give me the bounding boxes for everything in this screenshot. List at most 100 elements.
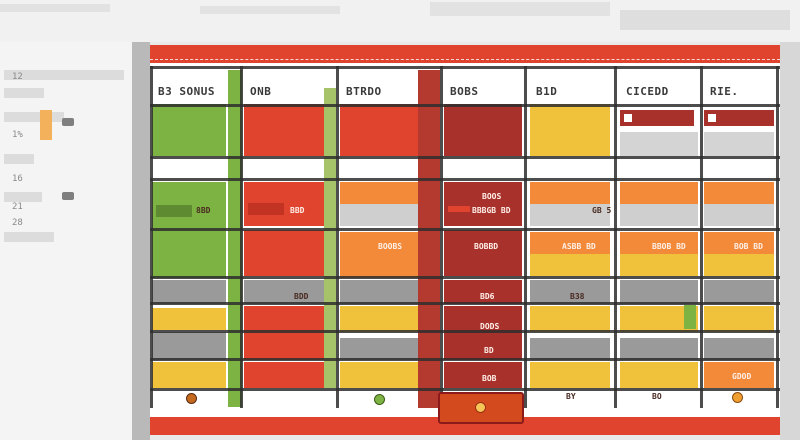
cell-label: BOOBS (378, 242, 403, 251)
column-7[interactable]: RIE. (704, 70, 774, 407)
cell[interactable] (704, 254, 774, 276)
grid-line (524, 66, 527, 408)
grid-line (150, 276, 780, 279)
left-panel-row[interactable] (4, 154, 34, 164)
cell[interactable] (620, 362, 698, 388)
cell[interactable] (530, 232, 610, 254)
grid-line (150, 358, 780, 361)
cell[interactable] (444, 332, 522, 360)
cell[interactable] (340, 280, 418, 304)
cell[interactable] (340, 232, 418, 278)
cell[interactable] (444, 182, 522, 226)
cell[interactable] (340, 362, 418, 388)
cell[interactable] (704, 362, 774, 388)
cell[interactable] (530, 104, 610, 156)
cell[interactable] (530, 338, 610, 360)
cell[interactable] (244, 332, 324, 360)
cell[interactable] (530, 204, 610, 226)
cell-label: BBD (290, 206, 305, 215)
grid-line (150, 302, 780, 305)
grid-line (440, 66, 443, 408)
cell[interactable] (704, 132, 774, 156)
column-4[interactable]: BOBS (444, 70, 522, 407)
cell-label: GDOD (732, 372, 752, 381)
left-panel-row[interactable] (4, 232, 54, 242)
status-dot[interactable] (374, 394, 385, 405)
grid-line (150, 330, 780, 333)
cell[interactable] (244, 230, 324, 276)
column-3[interactable]: BTRDO (340, 70, 418, 407)
cell[interactable] (620, 280, 698, 304)
grid-line (150, 66, 780, 69)
cell[interactable] (620, 232, 698, 254)
cell[interactable] (704, 280, 774, 304)
cell[interactable] (244, 280, 324, 304)
status-dot[interactable] (732, 392, 743, 403)
cell[interactable] (620, 204, 698, 226)
cell[interactable] (530, 362, 610, 388)
cell[interactable] (704, 204, 774, 226)
cell[interactable] (340, 182, 418, 204)
cell[interactable] (704, 182, 774, 204)
column-1[interactable]: B3 SONUS (152, 70, 226, 407)
cell[interactable] (244, 104, 324, 156)
cell[interactable] (152, 232, 226, 278)
cell[interactable] (620, 254, 698, 276)
left-panel-row[interactable] (4, 88, 44, 98)
status-dot[interactable] (186, 393, 197, 404)
cell[interactable] (704, 232, 774, 254)
cell[interactable] (530, 280, 610, 304)
cell-label: BOB BD (734, 242, 763, 251)
cell[interactable] (620, 132, 698, 156)
selected-slot-button[interactable] (438, 392, 524, 424)
board-top-bar (150, 45, 780, 63)
column-2[interactable]: ONB (244, 70, 324, 407)
cell[interactable] (152, 104, 226, 156)
cell[interactable] (340, 204, 418, 226)
column-header[interactable]: BOBS (446, 82, 520, 102)
panel-divider[interactable] (132, 42, 150, 440)
left-panel-row[interactable] (4, 70, 124, 80)
cell[interactable] (152, 332, 226, 360)
cell[interactable] (152, 308, 226, 330)
cell[interactable] (704, 338, 774, 360)
folder-icon[interactable] (62, 118, 74, 126)
cell[interactable] (152, 362, 226, 388)
column-header[interactable]: B3 SONUS (154, 82, 224, 102)
cell[interactable] (444, 362, 522, 388)
cell[interactable] (444, 306, 522, 332)
left-panel-row[interactable] (4, 192, 42, 202)
checkbox-icon[interactable] (708, 114, 716, 122)
left-panel-row[interactable] (4, 112, 64, 122)
cell[interactable] (444, 280, 522, 304)
cell[interactable] (704, 306, 774, 332)
checkbox-icon[interactable] (624, 114, 632, 122)
cell[interactable] (340, 306, 418, 332)
toolbar-strip (0, 4, 110, 12)
cell[interactable] (244, 306, 324, 332)
cell[interactable] (444, 230, 522, 276)
cell[interactable] (620, 338, 698, 360)
column-header[interactable]: RIE. (706, 82, 772, 102)
column-header[interactable]: B1D (532, 82, 608, 102)
cell[interactable] (444, 104, 522, 156)
column-header[interactable]: ONB (246, 82, 322, 102)
cell[interactable] (244, 362, 324, 388)
cell[interactable] (152, 280, 226, 304)
toolbar-strip (620, 10, 790, 30)
cell[interactable] (530, 182, 610, 204)
cell[interactable] (530, 254, 610, 276)
cell[interactable] (530, 306, 610, 332)
folder-icon[interactable] (62, 192, 74, 200)
board-bottom-bar (150, 417, 780, 435)
left-panel-label: 16 (12, 174, 23, 184)
column-header[interactable]: CICEDD (622, 82, 696, 102)
grid-line (700, 66, 703, 408)
column-5[interactable]: B1D (530, 70, 610, 407)
right-scroll-edge[interactable] (780, 42, 800, 440)
cell[interactable] (340, 338, 418, 360)
column-header[interactable]: BTRDO (342, 82, 416, 102)
cell[interactable] (340, 104, 418, 156)
cell[interactable] (620, 182, 698, 204)
cell-label: GB 5 (592, 206, 612, 215)
